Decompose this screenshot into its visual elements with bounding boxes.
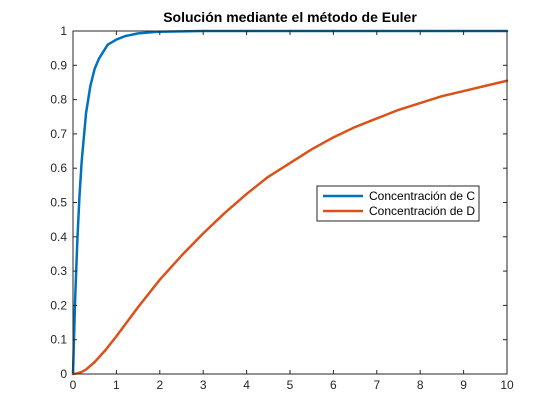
y-tick-label: 0.6 bbox=[50, 161, 67, 175]
y-tick-label: 1 bbox=[60, 24, 67, 38]
x-tick-label: 1 bbox=[113, 378, 120, 392]
y-tick-label: 0.7 bbox=[50, 127, 67, 141]
y-tick-label: 0.9 bbox=[50, 58, 67, 72]
y-tick-label: 0.2 bbox=[50, 298, 67, 312]
legend-box bbox=[316, 185, 480, 222]
x-tick-label: 6 bbox=[330, 378, 337, 392]
legend-label-1: Concentración de C bbox=[369, 189, 475, 203]
legend-label-2: Concentración de D bbox=[369, 204, 475, 218]
x-tick-label: 7 bbox=[373, 378, 380, 392]
y-tick-label: 0.3 bbox=[50, 264, 67, 278]
x-tick-label: 2 bbox=[156, 378, 163, 392]
y-tick-label: 0.4 bbox=[50, 230, 67, 244]
x-tick-label: 5 bbox=[287, 378, 294, 392]
x-tick-label: 3 bbox=[200, 378, 207, 392]
y-tick-label: 0.8 bbox=[50, 93, 67, 107]
y-tick-label: 0 bbox=[60, 367, 67, 381]
series-line-2 bbox=[71, 79, 509, 376]
x-tick-label: 8 bbox=[417, 378, 424, 392]
chart-title: Solución mediante el método de Euler bbox=[163, 9, 417, 25]
x-tick-label: 0 bbox=[70, 378, 77, 392]
x-tick-label: 4 bbox=[243, 378, 250, 392]
x-tick-label: 9 bbox=[460, 378, 467, 392]
y-tick-label: 0.5 bbox=[50, 196, 67, 210]
x-tick-label: 10 bbox=[500, 378, 514, 392]
axes-layer: 0 1 2 3 4 5 6 7 8 9 10 0 0.1 0.2 0.3 0.4 0.5 0.6 0.7 0.8 0.9… bbox=[50, 24, 514, 392]
y-tick-label: 0.1 bbox=[50, 333, 67, 347]
